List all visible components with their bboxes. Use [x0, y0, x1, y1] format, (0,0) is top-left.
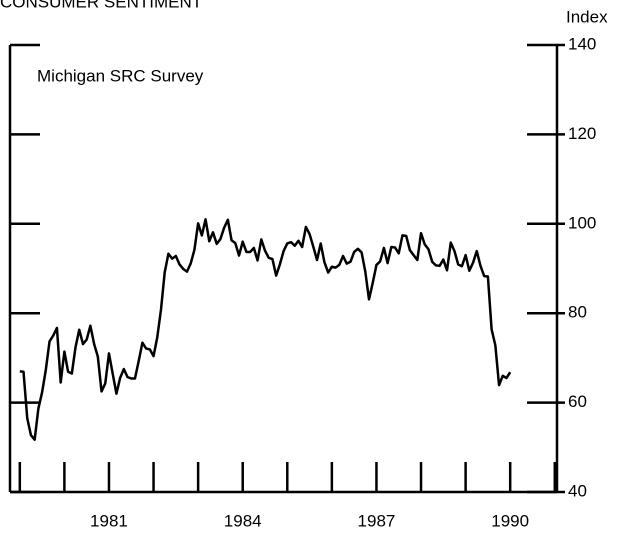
chart-title: CONSUMER SENTIMENT: [0, 0, 202, 11]
y-tick-label: 140: [568, 34, 596, 53]
x-tick-label: 1984: [224, 511, 262, 530]
data-line: [19, 218, 512, 441]
y-tick-label: 120: [568, 124, 596, 143]
y-axis-label: Index: [566, 7, 608, 26]
y-tick-label: 100: [568, 213, 596, 232]
x-tick-label: 1981: [90, 511, 128, 530]
y-tick-label: 80: [568, 303, 587, 322]
y-tick-label: 60: [568, 392, 587, 411]
x-tick-label: 1990: [491, 511, 529, 530]
y-tick-label: 40: [568, 481, 587, 500]
annotation: Michigan SRC Survey: [37, 66, 204, 85]
x-tick-label: 1987: [358, 511, 396, 530]
